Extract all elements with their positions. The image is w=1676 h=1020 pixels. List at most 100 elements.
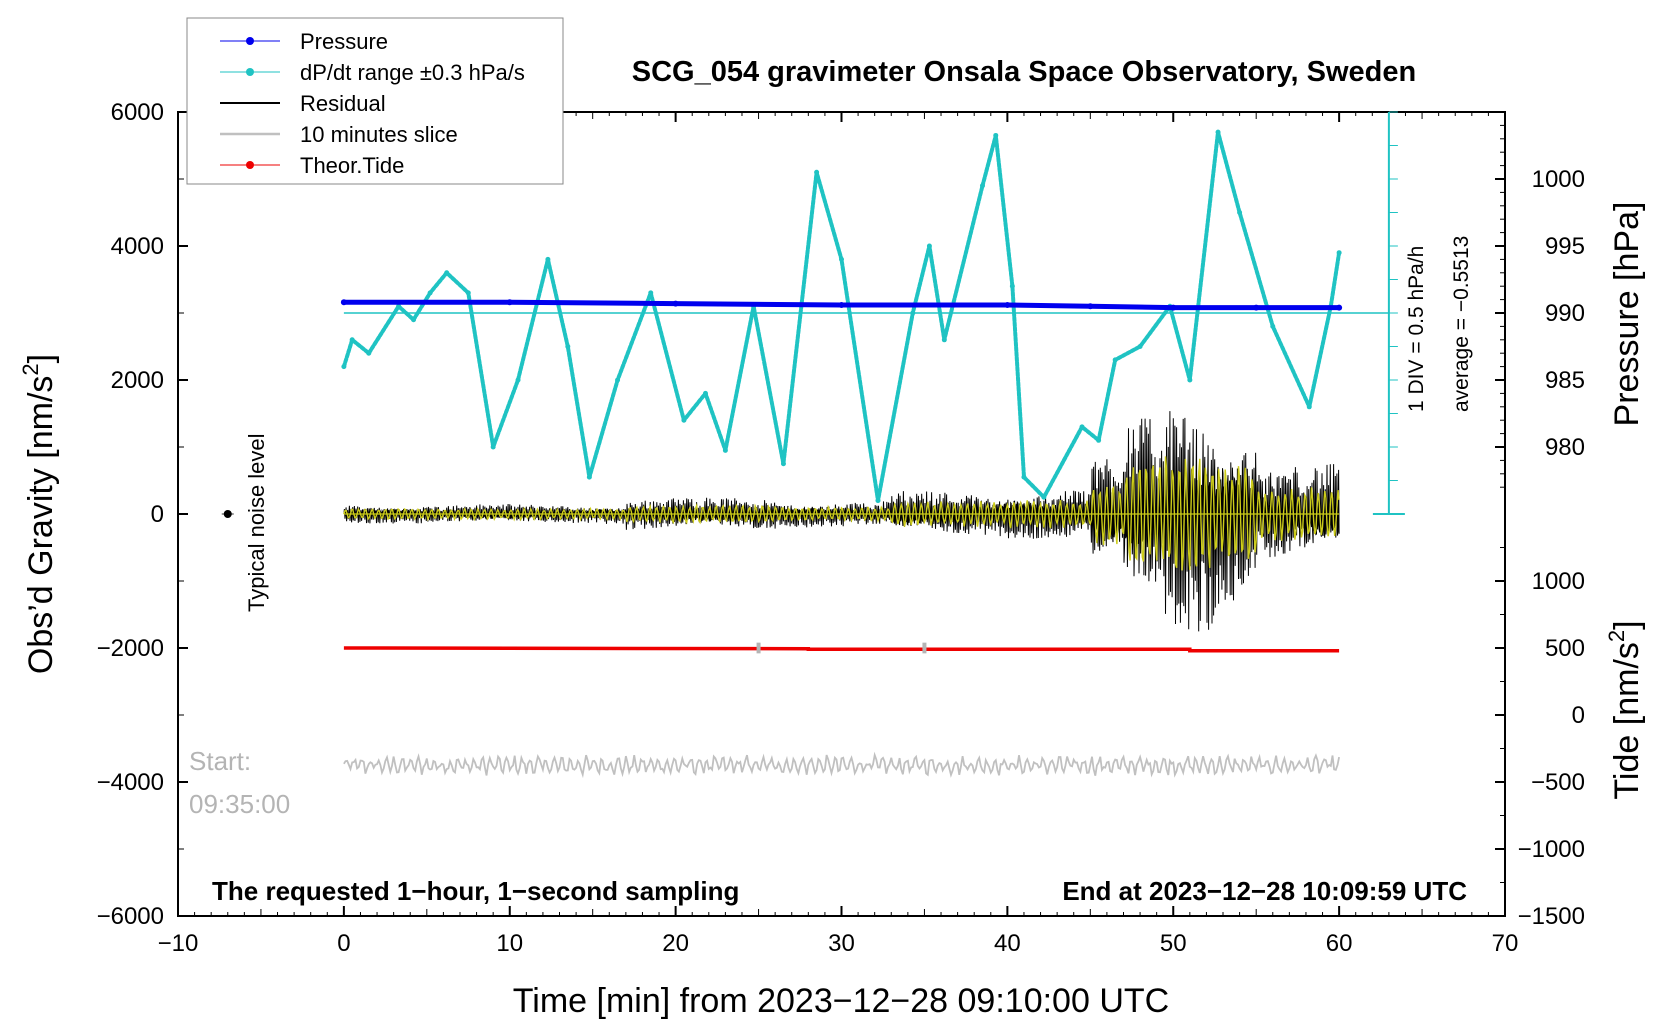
chart-title: SCG_054 gravimeter Onsala Space Observat…	[632, 56, 1416, 88]
dpdt-point	[910, 310, 916, 316]
dpdt-point	[1041, 494, 1047, 500]
dpdt-point	[926, 243, 932, 249]
y-tick-label: 2000	[111, 367, 164, 394]
slice-trace	[343, 751, 1340, 779]
dpdt-point	[780, 461, 786, 467]
legend-swatch-dot	[246, 37, 254, 45]
residual-trace	[343, 411, 1340, 632]
x-tick-label: −10	[158, 930, 199, 957]
dpdt-point	[702, 390, 708, 396]
pressure-tick-label: 985	[1545, 367, 1585, 394]
dpdt-point	[814, 169, 820, 175]
dpdt-point	[411, 317, 417, 323]
residual-filtered-trace	[343, 456, 1340, 571]
dpdt-division-label: 1 DIV = 0.5 hPa/h	[1405, 246, 1428, 412]
dpdt-point	[515, 377, 521, 383]
legend-swatch-dot	[246, 161, 254, 169]
x-tick-label: 70	[1492, 930, 1519, 957]
y-axis-title-pressure: Pressure [hPa]	[1608, 202, 1646, 427]
y-axis-title-left: Obs’d Gravity [nm/s2]	[18, 354, 60, 674]
dpdt-point	[1306, 404, 1312, 410]
dpdt-point	[839, 256, 844, 262]
dpdt-point	[465, 290, 471, 296]
legend-label: 10 minutes slice	[300, 122, 458, 147]
pressure-point	[506, 299, 513, 306]
legend-box	[186, 17, 564, 185]
x-tick-label: 10	[496, 930, 523, 957]
dpdt-point	[1187, 377, 1193, 383]
y-axis-title-tide: Tide [nm/s2]	[1604, 620, 1646, 799]
dpdt-point	[490, 444, 496, 450]
x-tick-label: 50	[1160, 930, 1187, 957]
dpdt-point	[565, 344, 571, 349]
noise-level-dot	[223, 510, 232, 518]
start-label: Start:	[189, 746, 251, 776]
dpdt-point	[1137, 344, 1143, 349]
pressure-tick-label: 980	[1545, 434, 1585, 461]
tide-tick-label: 1000	[1532, 568, 1585, 595]
dpdt-point	[1009, 283, 1015, 289]
dpdt-point	[615, 377, 621, 383]
dpdt-point	[444, 270, 450, 276]
dpdt-point	[396, 303, 402, 309]
tide-tick-label: −1500	[1518, 903, 1585, 930]
tide-tick-label: −1000	[1518, 836, 1585, 863]
pressure-point	[340, 299, 347, 306]
dpdt-point	[366, 350, 372, 356]
x-tick-label: 40	[994, 930, 1021, 957]
dpdt-point	[875, 498, 881, 504]
x-axis-title: Time [min] from 2023−12−28 09:10:00 UTC	[513, 982, 1169, 1020]
pressure-tick-label: 990	[1545, 300, 1585, 327]
x-tick-label: 0	[337, 930, 350, 957]
pressure-point	[1170, 304, 1177, 311]
legend-label: Residual	[300, 91, 386, 116]
pressure-point	[1087, 303, 1094, 310]
dpdt-scale-bar	[343, 111, 1405, 515]
dpdt-point	[681, 417, 687, 423]
dpdt-point	[1096, 437, 1102, 443]
x-tick-label: 30	[828, 930, 855, 957]
y-axis-title-left-sup: 2	[18, 363, 43, 375]
series-layer	[221, 129, 1343, 779]
tide-trace	[343, 646, 1340, 653]
x-tick-label: 60	[1326, 930, 1353, 957]
dpdt-point	[1237, 210, 1243, 215]
y-tick-label: −6000	[97, 903, 164, 930]
legend-swatch-dot	[246, 68, 254, 76]
dpdt-average-label: average = −0.5513	[1450, 236, 1473, 412]
x-tick-label: 20	[662, 930, 689, 957]
dpdt-point	[1112, 357, 1118, 363]
dpdt-point	[979, 183, 985, 189]
pressure-point	[1336, 304, 1343, 311]
pressure-tick-label: 995	[1545, 233, 1585, 260]
footer-right-note: End at 2023−12−28 10:09:59 UTC	[1062, 876, 1467, 906]
tide-tick-label: 500	[1545, 635, 1585, 662]
legend: Pressure dP/dt range ±0.3 hPa/s Residual 10…	[186, 17, 564, 185]
y-tick-label: 6000	[111, 99, 164, 126]
dpdt-point	[993, 132, 999, 138]
dpdt-point	[586, 474, 592, 480]
y-tick-label: −2000	[97, 635, 164, 662]
dpdt-point	[648, 290, 654, 296]
pressure-tick-label: 1000	[1532, 166, 1585, 193]
legend-label: Theor.Tide	[300, 153, 404, 178]
tick-labels: −10 0 10 20 30 40 50 60 70 −6000 −4000 −2000 0 2000 40…	[97, 99, 1585, 957]
dpdt-point	[349, 337, 355, 343]
legend-label: Pressure	[300, 29, 388, 54]
dpdt-point	[427, 290, 433, 296]
y-axis-title-tide-sup: 2	[1604, 630, 1629, 642]
noise-level-label: Typical noise level	[244, 433, 269, 612]
tide-tick-label: 0	[1572, 702, 1585, 729]
dpdt-point	[341, 364, 347, 370]
footer-left-note: The requested 1−hour, 1−second sampling	[212, 876, 739, 906]
start-time: 09:35:00	[189, 789, 290, 819]
y-tick-label: −4000	[97, 769, 164, 796]
y-tick-label: 4000	[111, 233, 164, 260]
dpdt-point	[545, 256, 551, 262]
pressure-point	[838, 301, 845, 308]
dpdt-point	[1336, 250, 1342, 256]
dpdt-point	[722, 447, 728, 453]
y-tick-label: 0	[151, 501, 164, 528]
dpdt-point	[1270, 323, 1276, 329]
